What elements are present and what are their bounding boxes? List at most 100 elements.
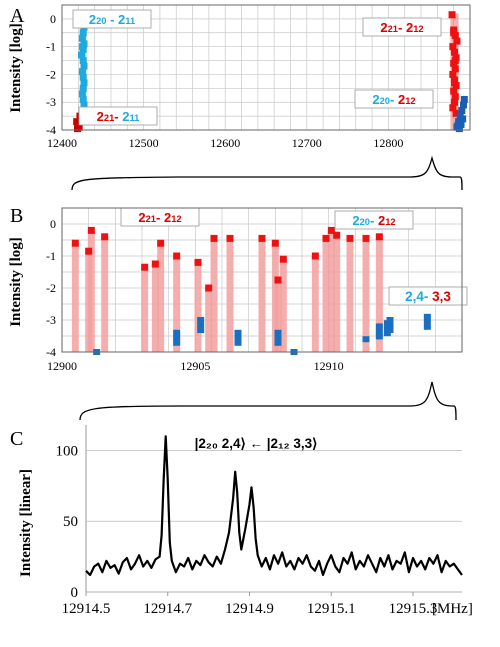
marker-a-s1 [75,123,83,131]
bar-b-red [205,288,213,352]
bar-b-red [101,236,109,352]
marker-a-s2 [449,70,457,78]
bar-b-red [71,243,79,352]
annotation-a-2: 221- 211 [97,109,140,124]
marker-a-s0 [79,29,87,37]
marker-b-red [333,231,341,239]
marker-a-s0 [78,34,86,42]
marker-b-red [271,239,279,247]
annotation-a-3: 221- 212 [380,20,423,35]
bar-b-red [194,262,202,352]
y-tick-label: 0 [71,585,79,601]
panel-a-frame [61,4,471,131]
x-tick-label: 12500 [129,136,159,150]
marker-b-red [226,234,234,242]
marker-b-blue [375,323,383,340]
x-tick-label: 12914.7 [143,601,192,617]
bar-b-red [141,267,149,352]
marker-b-blue [386,317,394,333]
bar-b-red [327,230,335,352]
x-tick-label: 12915.3 [389,601,438,617]
marker-a-s0 [79,73,87,81]
annotation-b-3-box [388,286,468,306]
marker-a-s2 [450,87,458,95]
x-tick-label: 12905 [180,359,210,373]
bar-b-red [346,238,354,352]
marker-a-s0 [80,101,88,109]
marker-b-red [194,258,202,266]
panel-a-ylabel: Intensity [log] [8,23,24,113]
panel-label-b: B [10,205,23,227]
marker-a-s2 [450,79,458,87]
marker-b-red [375,233,383,241]
marker-a-s0 [79,95,87,103]
annotation-a-2-box [78,106,158,126]
x-tick-label: 12800 [373,136,403,150]
annotation-b-2-box [334,210,414,230]
annotation-b-2: 220- 212 [352,213,395,228]
marker-b-blue [197,317,205,333]
y-tick-label: -1 [46,40,56,54]
marker-a-s3 [454,122,462,130]
annotation-a-4-box [354,89,434,109]
x-tick-label: 12914.9 [225,601,274,617]
panel-label-c: C [10,428,23,450]
marker-a-s2 [450,98,458,106]
y-tick-label: -2 [46,67,56,81]
zoom-bracket-b [79,381,457,421]
marker-b-blue [362,336,370,343]
annotation-a-3-box [362,17,442,37]
y-tick-label: -3 [46,95,56,109]
panel-c-ylabel: Intensity [linear] [18,469,34,577]
bar-b-red [271,243,279,352]
marker-a-s2 [451,57,459,65]
panel-b-ylabel: Intensity [log] [8,237,24,327]
marker-b-red [327,226,335,234]
marker-b-red [279,255,287,263]
annotation-a-1: 220 - 211 [89,12,135,27]
marker-a-s0 [79,57,87,65]
panel-a: 220 - 211 221- 211 221- 212 220- 212 12400 1… [8,4,471,150]
x-tick-label: 12600 [210,136,240,150]
marker-b-red [151,260,159,268]
marker-a-s2 [452,109,460,117]
marker-a-s3 [460,95,468,103]
marker-b-red [157,239,165,247]
y-tick-label: -4 [46,345,56,359]
marker-b-red [87,226,95,234]
marker-b-blue [234,329,242,346]
spectrum-line [85,435,463,577]
y-tick-label: -2 [46,281,56,295]
marker-b-red [85,247,93,255]
marker-a-s2 [450,29,458,37]
x-tick-label: 12915.1 [307,601,356,617]
marker-a-s0 [78,51,86,59]
y-tick-label: -1 [46,249,56,263]
marker-b-red [101,233,109,241]
marker-a-s2 [451,93,459,101]
marker-a-s2 [449,43,457,51]
panel-b-frame [61,207,463,353]
bar-b-red [375,236,383,352]
marker-a-s3 [459,101,467,109]
bar-b-red [322,238,330,352]
marker-b-red [141,263,149,271]
marker-a-s0 [79,84,87,92]
marker-a-s0 [78,68,86,76]
marker-a-s2 [450,48,458,56]
marker-a-s0 [80,62,88,70]
y-tick-label: -4 [46,123,56,137]
marker-b-red [362,234,370,242]
x-tick-label: 12910 [314,359,344,373]
marker-b-red [274,276,282,284]
y-tick-label: 100 [56,443,79,459]
panel-c-unit-label: [MHz] [432,601,473,617]
annotation-b-3: 2,4- 3,3 [405,289,451,304]
annotation-a-1-box [72,9,152,29]
bar-b-red [311,256,319,352]
marker-b-red [210,234,218,242]
marker-b-red [71,239,79,247]
bar-b-red [85,251,93,352]
bar-b-red [151,264,159,352]
